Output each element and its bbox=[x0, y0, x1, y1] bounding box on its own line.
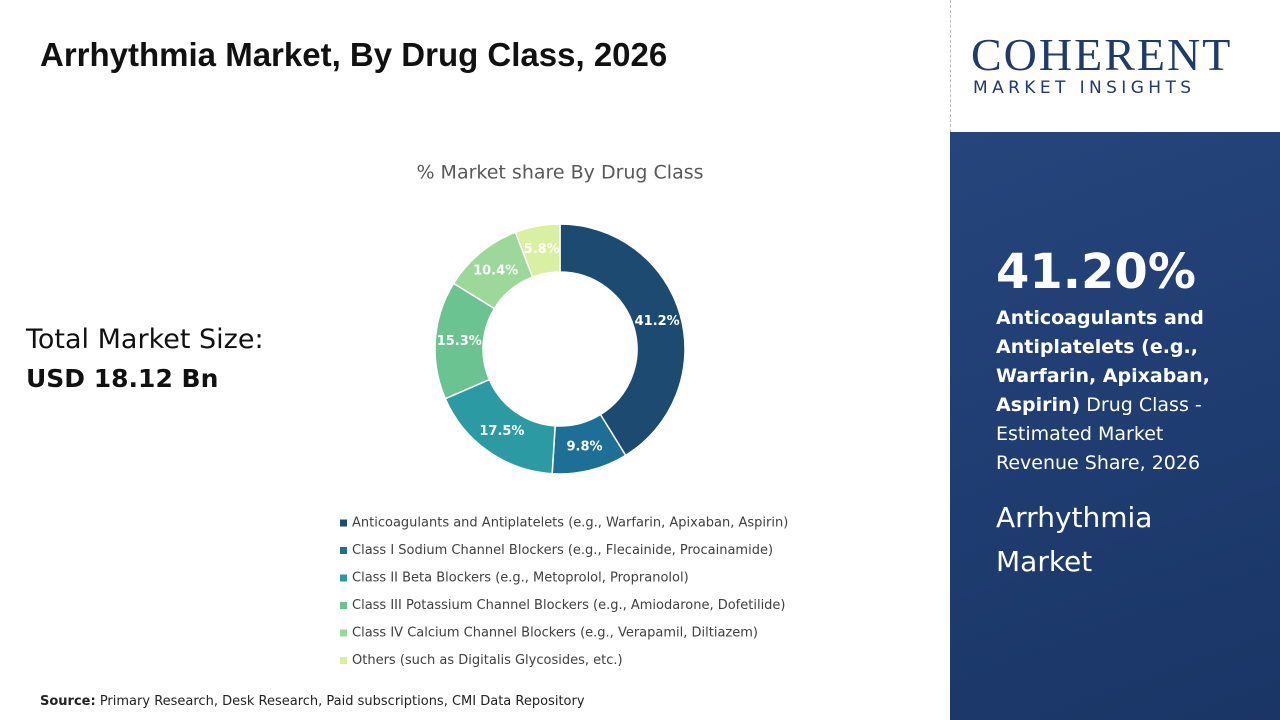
market-name: Arrhythmia Market bbox=[996, 501, 1153, 578]
source-text: Primary Research, Desk Research, Paid su… bbox=[95, 694, 585, 709]
source-label: Source: bbox=[40, 694, 96, 709]
description: Drug Class - Estimated Market Revenue Sh… bbox=[996, 394, 1202, 474]
market-size-value: USD 18.12 Bn bbox=[26, 364, 219, 393]
chart-title: % Market share By Drug Class bbox=[416, 162, 703, 184]
data-label: 9.8% bbox=[566, 439, 602, 454]
legend-label: Class IV Calcium Channel Blockers (e.g.,… bbox=[352, 626, 758, 641]
data-label: 15.3% bbox=[437, 334, 482, 349]
logo: COHERENT MARKET INSIGHTS bbox=[950, 0, 1280, 132]
legend-label: Others (such as Digitalis Glycosides, et… bbox=[352, 653, 623, 668]
chart: % Market share By Drug Class 41.2% Antico… bbox=[340, 162, 788, 668]
data-label: 10.4% bbox=[473, 264, 518, 279]
logo-tagline: MARKET INSIGHTS bbox=[973, 78, 1196, 98]
data-label: 5.8% bbox=[524, 242, 560, 257]
legend-marker bbox=[340, 629, 347, 637]
donut-segment bbox=[514, 223, 561, 279]
legend-marker bbox=[340, 602, 347, 609]
sidebar: 41.20% Anticoagulants and Antiplatelets … bbox=[950, 132, 1280, 720]
legend-marker bbox=[340, 519, 347, 527]
source: Source: Primary Research, Desk Research,… bbox=[40, 694, 585, 709]
donut-segment bbox=[559, 223, 686, 457]
highlight-value: 41.20% bbox=[996, 244, 1196, 300]
segment-name: Anticoagulants and Antiplatelets (e.g., … bbox=[996, 307, 1210, 416]
legend-label: Class III Potassium Channel Blockers (e.… bbox=[352, 598, 786, 613]
legend-marker bbox=[340, 547, 347, 554]
data-label: 17.5% bbox=[479, 424, 524, 439]
legend-marker bbox=[340, 657, 347, 664]
market-size-label: Total Market Size: bbox=[26, 324, 264, 355]
data-label: 41.2% bbox=[635, 314, 680, 329]
legend-marker bbox=[340, 574, 347, 582]
legend-label: Class I Sodium Channel Blockers (e.g., F… bbox=[352, 543, 773, 558]
page-title: Arrhythmia Market, By Drug Class, 2026 bbox=[40, 36, 668, 73]
legend-label: Class II Beta Blockers (e.g., Metoprolol… bbox=[352, 571, 689, 586]
logo-name: COHERENT bbox=[971, 29, 1233, 80]
legend-label: Anticoagulants and Antiplatelets (e.g., … bbox=[352, 516, 788, 531]
highlight-description: Anticoagulants and Antiplatelets (e.g., … bbox=[996, 304, 1226, 478]
